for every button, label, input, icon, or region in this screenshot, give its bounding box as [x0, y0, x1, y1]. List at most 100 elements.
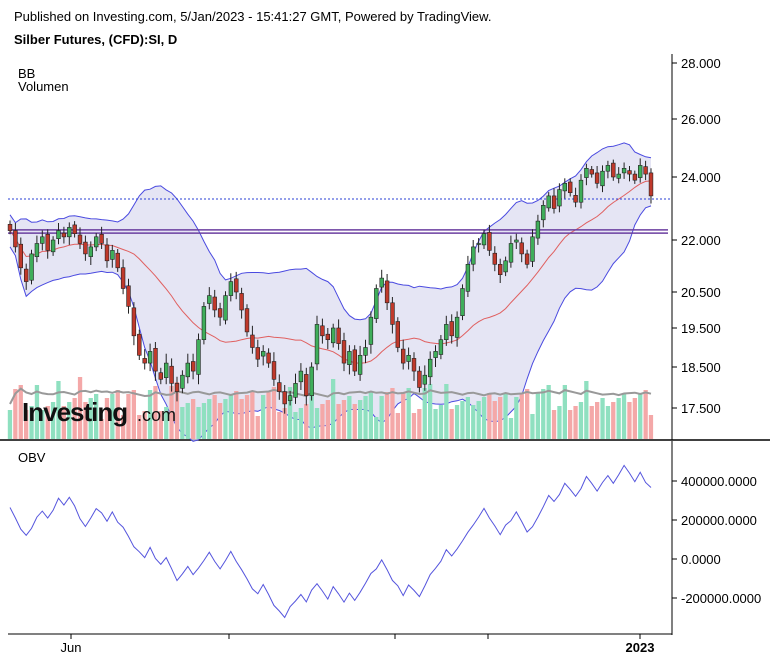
volume-bar	[347, 396, 352, 439]
volume-bar	[266, 391, 271, 439]
candle-body	[72, 224, 77, 234]
volume-bar	[627, 402, 632, 439]
obv-line	[9, 464, 652, 619]
candle-body	[271, 361, 277, 380]
volume-bar	[298, 408, 303, 439]
candle-body	[260, 351, 266, 357]
instrument-title: Silber Futures, (CFD):SI, D	[14, 32, 178, 47]
candle-body	[142, 358, 147, 364]
candle-body	[390, 302, 395, 325]
volume-bar	[562, 385, 567, 439]
volume-bar	[358, 400, 363, 439]
volume-bar	[61, 406, 66, 439]
volume-bar	[40, 410, 45, 439]
candle-body	[287, 395, 293, 401]
candle-body	[120, 267, 126, 289]
candle-body	[126, 285, 131, 307]
volume-bar	[638, 394, 643, 439]
volume-bar	[578, 402, 584, 439]
candle-body	[23, 268, 29, 282]
volume-bar	[454, 405, 460, 439]
candle-body	[395, 321, 400, 348]
bb-lower-band	[9, 205, 652, 442]
volume-bar	[212, 395, 217, 439]
volume-bar	[147, 390, 153, 439]
obv-tick-label: 0.0000	[681, 552, 721, 567]
candle-body	[471, 246, 476, 265]
candle-body	[476, 243, 481, 245]
candle-body	[406, 354, 411, 362]
candle-body	[164, 362, 169, 379]
candle-body	[643, 166, 648, 175]
price-tick-label: 24.000	[681, 170, 721, 185]
volume-bar	[94, 394, 99, 439]
volume-bar	[304, 404, 309, 439]
volume-bar	[67, 402, 72, 439]
candle-body	[320, 325, 325, 337]
bb-middle-band	[9, 180, 652, 364]
volume-bar	[368, 392, 373, 439]
volume-bar	[374, 417, 379, 439]
volume-bar	[282, 408, 287, 439]
candle-body	[115, 252, 120, 269]
volume-bar	[239, 399, 244, 439]
candle-body	[481, 233, 487, 246]
price-axis-ticks: 28.000 26.000 24.000 22.000 20.500 19.500 18.5…	[672, 56, 721, 416]
candle-body	[94, 236, 99, 248]
candle-body	[374, 288, 379, 319]
candle-body	[110, 250, 115, 260]
volume-bar	[476, 401, 481, 439]
candle-body	[519, 242, 524, 255]
candle-body	[422, 374, 427, 385]
candle-body	[67, 227, 72, 238]
price-tick-label: 17.500	[681, 401, 721, 416]
price-tick-label: 26.000	[681, 112, 721, 127]
volume-bar	[336, 404, 341, 439]
candle-body	[18, 243, 23, 269]
volume-bar	[56, 381, 61, 439]
candle-body	[600, 170, 605, 187]
volume-bar	[503, 393, 508, 439]
candle-body	[185, 362, 190, 378]
candle-body	[169, 365, 174, 384]
candle-body	[589, 169, 595, 175]
volume-bar	[223, 399, 228, 439]
candle-body	[449, 321, 454, 337]
volume-bar	[589, 406, 594, 439]
volume-bar	[487, 393, 492, 439]
volume-bar	[277, 412, 282, 439]
volume-bar	[411, 413, 417, 439]
candle-body	[562, 183, 568, 192]
candlesticks	[7, 158, 654, 414]
volume-bar	[77, 377, 83, 439]
volume-bar	[525, 389, 530, 439]
candle-body	[180, 374, 185, 389]
candle-body	[411, 358, 417, 372]
candle-body	[454, 316, 460, 338]
volume-bar	[83, 402, 88, 439]
candle-body	[7, 224, 13, 231]
candle-body	[341, 340, 347, 364]
candle-body	[147, 351, 153, 364]
candle-body	[637, 165, 643, 178]
candle-body	[234, 278, 239, 293]
obv-series-line	[9, 464, 652, 619]
volume-legend: Volumen	[18, 79, 69, 94]
candle-body	[293, 383, 298, 398]
obv-legend: OBV	[18, 450, 46, 465]
logo-brand: Investing	[22, 397, 127, 427]
candle-body	[228, 281, 234, 296]
volume-bar	[142, 411, 147, 439]
volume-bar	[611, 402, 616, 439]
candle-body	[546, 195, 551, 209]
candle-body	[573, 195, 578, 203]
volume-bar	[287, 387, 293, 439]
candle-body	[400, 348, 406, 364]
volume-bar	[255, 416, 260, 439]
candle-body	[56, 230, 61, 239]
volume-bar	[498, 397, 503, 439]
candle-body	[460, 288, 465, 317]
candle-body	[282, 391, 287, 405]
candle-body	[465, 263, 471, 292]
